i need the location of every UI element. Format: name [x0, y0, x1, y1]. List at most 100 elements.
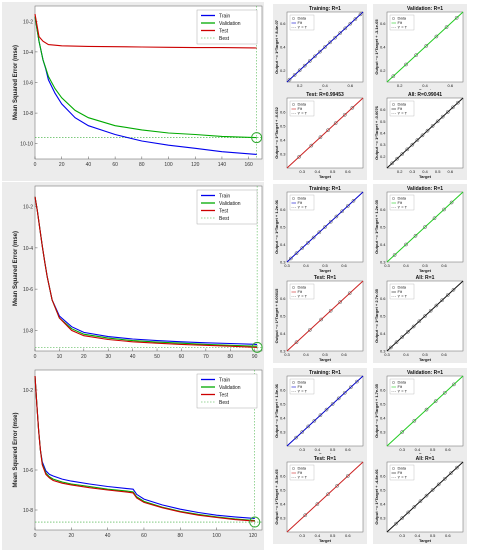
- reg-x-tick: 0.5: [430, 447, 436, 452]
- reg-data-point: [451, 287, 456, 292]
- reg-fit-line: [286, 375, 364, 447]
- reg-data-point: [294, 251, 299, 256]
- reg-data-point: [428, 308, 433, 313]
- reg-y-tick: 0.5: [280, 124, 286, 129]
- reg-data-point: [303, 513, 308, 518]
- reg-fit-line: [286, 191, 364, 263]
- reg-data-point: [335, 483, 340, 488]
- reg-data-point: [338, 300, 343, 304]
- reg-legend-entry: Data: [298, 380, 307, 385]
- reg-y-label: Output ~= 1*Target + 8.4e-07: [274, 19, 279, 74]
- reg-legend-entry: Data: [398, 196, 407, 201]
- reg-y-tick: 0.6: [380, 388, 386, 393]
- reg-x-tick: 0.2: [297, 83, 303, 88]
- reg-data-point: [454, 15, 459, 20]
- reg-y-label: Output ~= 1*Target + -0.0076: [374, 105, 379, 160]
- reg-y-tick: 0.4: [280, 45, 286, 50]
- reg-x-label: Target: [419, 357, 432, 362]
- reg-x-label: Target: [319, 268, 332, 273]
- reg-legend-entry: Y = T: [298, 389, 308, 394]
- reg-data-point: [392, 253, 397, 257]
- reg-y-tick: 0.5: [380, 119, 386, 124]
- reg-data-point: [410, 142, 415, 147]
- reg-x-tick: 0.3: [399, 533, 405, 538]
- reg-legend-marker: [392, 197, 395, 200]
- y-tick-label: 10-8: [23, 328, 33, 334]
- reg-data-point: [413, 233, 418, 238]
- reg-data-point: [348, 21, 353, 26]
- reg-data-point: [388, 345, 393, 350]
- legend-entry: Train: [219, 14, 230, 20]
- reg-legend-entry: Y = T: [398, 389, 408, 394]
- reg-legend-marker: [392, 381, 395, 384]
- perf-chart-2: 0 20 40 60 80 100 120 10-2 10-6 10-8 Mean Squared …: [2, 366, 264, 550]
- regression-panel-2: Test: R=0.99453 Target Output ~= 1*Target …: [273, 90, 367, 180]
- series-line-test: [34, 375, 255, 522]
- reg-legend-entry: Data: [298, 102, 307, 107]
- reg-legend-box: [289, 14, 315, 31]
- reg-y-tick: 0.6: [280, 207, 286, 212]
- reg-data-point: [287, 77, 292, 82]
- reg-legend-box: [389, 378, 415, 395]
- reg-fit-line: [386, 375, 464, 447]
- reg-y-tick: 0.4: [380, 502, 386, 507]
- reg-legend-entry: Y = T: [298, 475, 308, 480]
- x-tick-label: 80: [177, 533, 183, 539]
- x-tick-label: 40: [105, 533, 111, 539]
- reg-x-tick: 0.6: [441, 352, 447, 357]
- reg-data-point: [297, 68, 302, 73]
- reg-y-label: Output ~= 1*Target + -5.3e-05: [274, 469, 279, 525]
- reg-data-point: [288, 256, 293, 261]
- best-marker: [251, 341, 263, 353]
- reg-legend-marker: [292, 381, 295, 384]
- reg-data-point: [350, 105, 355, 110]
- reg-data-point: [355, 379, 359, 384]
- reg-data-point: [326, 492, 330, 497]
- reg-data-point: [342, 390, 347, 395]
- x-tick-label: 20: [81, 354, 87, 360]
- reg-legend-box: [289, 283, 315, 300]
- reg-y-tick: 0.4: [380, 331, 386, 336]
- reg-y-tick: 0.3: [280, 152, 286, 157]
- reg-title: All: R=1: [416, 456, 435, 462]
- reg-data-point: [414, 53, 418, 58]
- reg-legend-entry: Y = T: [398, 475, 408, 480]
- reg-y-tick: 0.5: [380, 225, 386, 230]
- y-tick-label: 10-6: [23, 287, 33, 293]
- x-tick-label: 120: [249, 533, 258, 539]
- reg-data-point: [300, 430, 305, 434]
- reg-data-point: [307, 328, 312, 332]
- reg-y-tick: 0.6: [280, 110, 286, 115]
- reg-data-point: [432, 216, 437, 221]
- reg-legend-entry: Y = T: [298, 25, 308, 30]
- reg-legend-marker: [392, 103, 395, 106]
- perf-chart-0: 0 20 40 60 80 100 120 140 160 10-2 10-4 10-6 10-8 10-…: [2, 2, 264, 181]
- reg-fit-line: [386, 461, 464, 533]
- reg-legend-entry: Y = T: [398, 294, 408, 299]
- reg-data-point: [345, 474, 350, 478]
- y-tick-label: 10-2: [23, 19, 33, 25]
- reg-y-tick: 0.6: [280, 388, 286, 393]
- reg-x-tick: 0.3: [399, 447, 405, 452]
- reg-x-tick: 0.6: [348, 83, 354, 88]
- regression-panel-6: Test: R=1 Target Output ~= 1*Target + 0.00…: [273, 273, 367, 363]
- reg-legend-entry: Fit: [398, 200, 403, 205]
- reg-x-tick: 0.6: [448, 169, 454, 174]
- reg-data-point: [294, 340, 299, 345]
- reg-y-tick: 0.3: [380, 516, 386, 521]
- reg-x-tick: 0.4: [322, 83, 328, 88]
- reg-y-tick: 0.6: [380, 296, 386, 301]
- reg-title: Validation: R=1: [407, 6, 443, 12]
- reg-data-point: [347, 291, 352, 296]
- reg-y-tick: 0.5: [280, 225, 286, 230]
- reg-legend-box: [389, 194, 415, 211]
- x-tick-label: 120: [191, 162, 200, 168]
- reg-legend-entry: Fit: [298, 470, 303, 475]
- reg-y-tick: 0.2: [380, 68, 386, 73]
- reg-data-point: [445, 110, 450, 114]
- reg-data-point: [348, 385, 353, 390]
- reg-x-label: Target: [319, 357, 332, 362]
- reg-data-point: [394, 340, 399, 345]
- reg-legend-entry: Data: [298, 466, 307, 471]
- reg-data-point: [424, 43, 429, 48]
